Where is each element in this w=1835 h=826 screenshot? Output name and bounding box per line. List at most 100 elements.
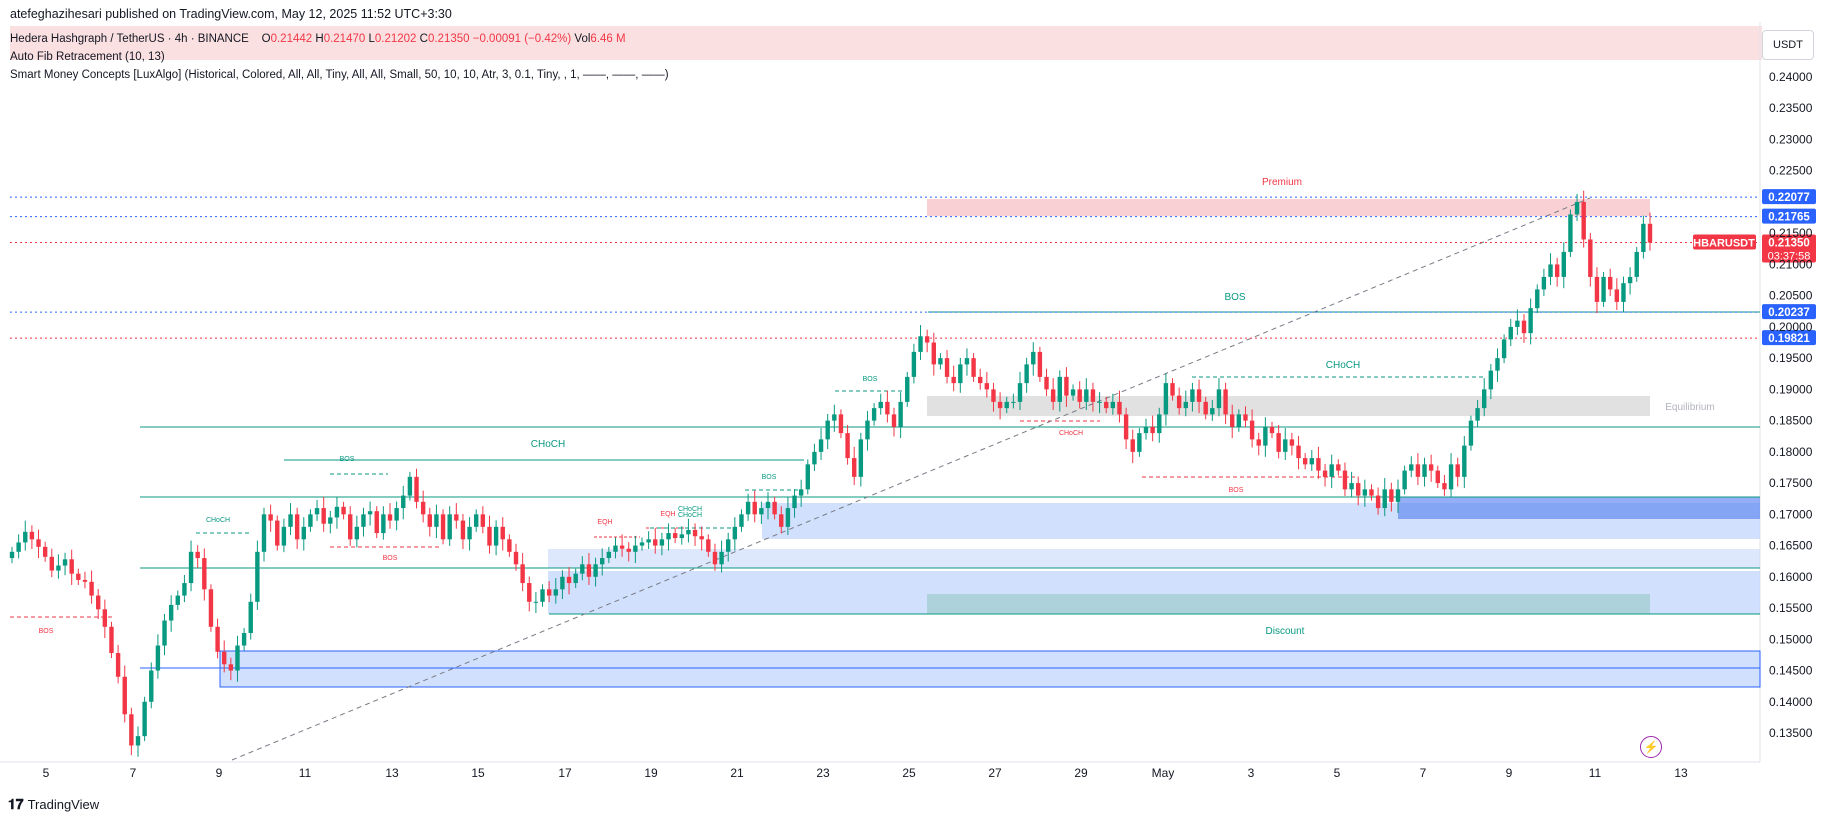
candle (858, 432, 864, 487)
candle (115, 644, 121, 684)
candle (149, 662, 154, 709)
candle-body (16, 542, 21, 552)
candle (1561, 242, 1566, 289)
candle-body (334, 506, 340, 518)
lightning-icon[interactable]: ⚡ (1640, 736, 1662, 758)
candle (241, 628, 247, 651)
candle-body (1183, 401, 1188, 409)
candle (699, 526, 704, 551)
candle-body (885, 401, 890, 415)
indicator-smc[interactable]: Smart Money Concepts [LuxAlgo] (Historic… (10, 69, 669, 81)
candle-body (1024, 364, 1029, 384)
candle (16, 534, 21, 559)
candle (467, 517, 472, 551)
candle-body (1269, 426, 1275, 434)
candle-body (149, 670, 154, 702)
candle (1409, 456, 1414, 478)
structure-label: CHoCH (678, 506, 702, 513)
candle-body (964, 358, 970, 365)
candle-body (1216, 389, 1222, 409)
candle (480, 506, 486, 534)
candle-body (779, 514, 784, 527)
structure-label: BOS (762, 474, 777, 481)
candle-body (971, 358, 976, 377)
candle-body (1501, 339, 1507, 359)
candle (639, 537, 645, 551)
candle-body (1256, 439, 1261, 446)
candle (593, 557, 598, 587)
currency-button[interactable]: USDT (1762, 30, 1814, 60)
structure-label: CHoCH (531, 439, 565, 450)
candle-body (96, 595, 101, 610)
candle (924, 329, 930, 353)
candle (679, 526, 684, 545)
candle (805, 459, 810, 495)
candle (633, 535, 638, 564)
candle-body (540, 589, 545, 602)
indicator-fib[interactable]: Auto Fib Retracement (10, 13) (10, 51, 165, 63)
candle (188, 540, 194, 592)
candle (1641, 215, 1646, 259)
candle-body (76, 573, 81, 580)
candle (1283, 428, 1288, 460)
candle-body (553, 589, 558, 596)
candle-body (1627, 276, 1633, 284)
candle-body (1614, 289, 1620, 302)
candle (1554, 257, 1560, 287)
x-tick-label: 11 (1589, 766, 1602, 780)
candle (1130, 429, 1135, 464)
candle-body (745, 501, 751, 515)
candle-body (1017, 383, 1023, 402)
candle-body (222, 651, 227, 665)
candle-body (56, 565, 61, 571)
candle (878, 393, 883, 415)
candle-body (566, 576, 572, 584)
candle-body (752, 501, 757, 515)
candle (202, 548, 207, 601)
candle (825, 414, 830, 450)
candle (772, 496, 777, 520)
candle (1548, 253, 1553, 286)
candle-body (1647, 223, 1653, 243)
candle (354, 515, 360, 548)
candle (765, 492, 771, 520)
y-tick-label: 0.24000 (1769, 70, 1813, 84)
order-block-zone (548, 549, 1760, 568)
candle-body (732, 526, 738, 540)
candle (1362, 479, 1368, 507)
structure-label: BOS (1229, 487, 1244, 494)
candle (573, 568, 578, 589)
candle-body (42, 546, 48, 557)
price-label: 0.21765 (1762, 208, 1816, 224)
candle-body (679, 534, 684, 539)
candle (76, 568, 81, 585)
y-tick-label: 0.17000 (1769, 507, 1813, 521)
candle (1369, 484, 1374, 501)
candle-body (1031, 351, 1036, 365)
candle-body (1382, 489, 1387, 509)
tradingview-footer[interactable]: 𝟏𝟕 TradingView (8, 796, 99, 813)
candle (520, 553, 525, 592)
candle (474, 509, 479, 532)
candle (1647, 212, 1653, 251)
candle (978, 368, 983, 390)
x-tick-label: 11 (299, 766, 312, 780)
candle-body (639, 542, 645, 546)
candle (792, 489, 797, 518)
candle (1375, 487, 1381, 515)
candle (513, 543, 519, 571)
candle (798, 479, 804, 507)
candle-body (1170, 383, 1175, 396)
y-tick-label: 0.22500 (1769, 164, 1813, 178)
candle-body (891, 414, 897, 427)
candle-body (109, 626, 114, 654)
candle (1515, 309, 1520, 336)
candle-body (1521, 320, 1527, 334)
candle (971, 353, 976, 382)
candle-body (719, 551, 724, 565)
candle-body (308, 514, 313, 527)
candle-body (1130, 439, 1135, 452)
candle-body (1137, 433, 1142, 452)
